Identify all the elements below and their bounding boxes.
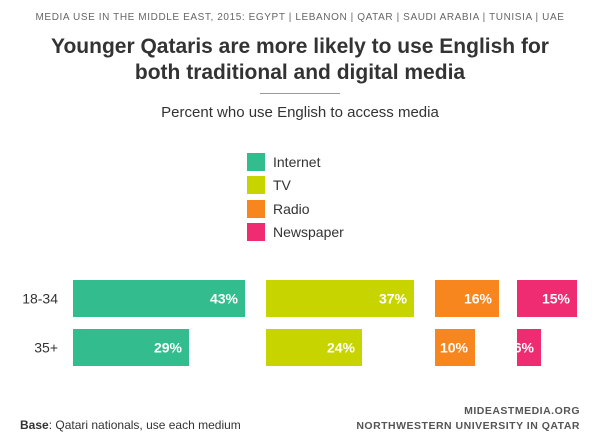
base-note-label: Base [20,418,49,432]
bar-tv-35 [266,329,362,366]
legend-label-tv: TV [273,177,291,194]
bar-newspaper-18-34-label: 15% [542,291,571,307]
legend-swatch-internet [247,152,265,171]
source-credit-org: NORTHWESTERN UNIVERSITY IN QATAR [356,420,580,432]
legend-label-radio: Radio [273,200,310,217]
bar-internet-18-34 [73,280,245,317]
legend-item-newspaper: Newspaper [247,221,344,245]
legend-label-newspaper: Newspaper [273,224,344,241]
base-note: Base: Qatari nationals, use each medium [20,418,241,432]
category-label-35: 35+ [34,340,58,356]
legend-swatch-newspaper [247,223,265,242]
legend-item-internet: Internet [247,150,344,174]
legend: Internet TV Radio Newspaper [247,150,344,244]
bar-newspaper-18-34 [517,280,577,317]
bar-radio-18-34-label: 16% [464,291,493,307]
source-credit-site: MIDEASTMEDIA.ORG [464,405,580,417]
bar-newspaper-35-label: 6% [514,340,535,356]
chart-title-line-1: Younger Qataris are more likely to use E… [51,35,549,58]
bar-internet-35 [73,329,189,366]
bar-tv-18-34-label: 37% [379,291,408,307]
bar-tv-18-34 [266,280,414,317]
bar-internet-18-34-label: 43% [210,291,239,307]
title-divider [260,93,340,94]
bar-radio-35 [435,329,475,366]
kicker-text: MEDIA USE IN THE MIDDLE EAST, 2015: EGYP… [35,12,565,23]
bar-newspaper-35 [517,329,541,366]
chart-title: Younger Qataris are more likely to use E… [20,34,580,86]
bar-internet-35-label: 29% [154,340,183,356]
bar-radio-18-34 [435,280,499,317]
legend-swatch-radio [247,199,265,218]
chart-title-line-2: both traditional and digital media [134,61,466,84]
legend-label-internet: Internet [273,153,321,170]
bar-tv-35-label: 24% [327,340,356,356]
legend-item-tv: TV [247,174,344,198]
source-credit: MIDEASTMEDIA.ORG NORTHWESTERN UNIVERSITY… [356,404,580,434]
bar-radio-35-label: 10% [440,340,469,356]
legend-item-radio: Radio [247,197,344,221]
category-label-18-34: 18-34 [22,291,58,307]
chart-subtitle: Percent who use English to access media [161,104,439,121]
legend-swatch-tv [247,176,265,195]
base-note-text: : Qatari nationals, use each medium [48,418,241,432]
